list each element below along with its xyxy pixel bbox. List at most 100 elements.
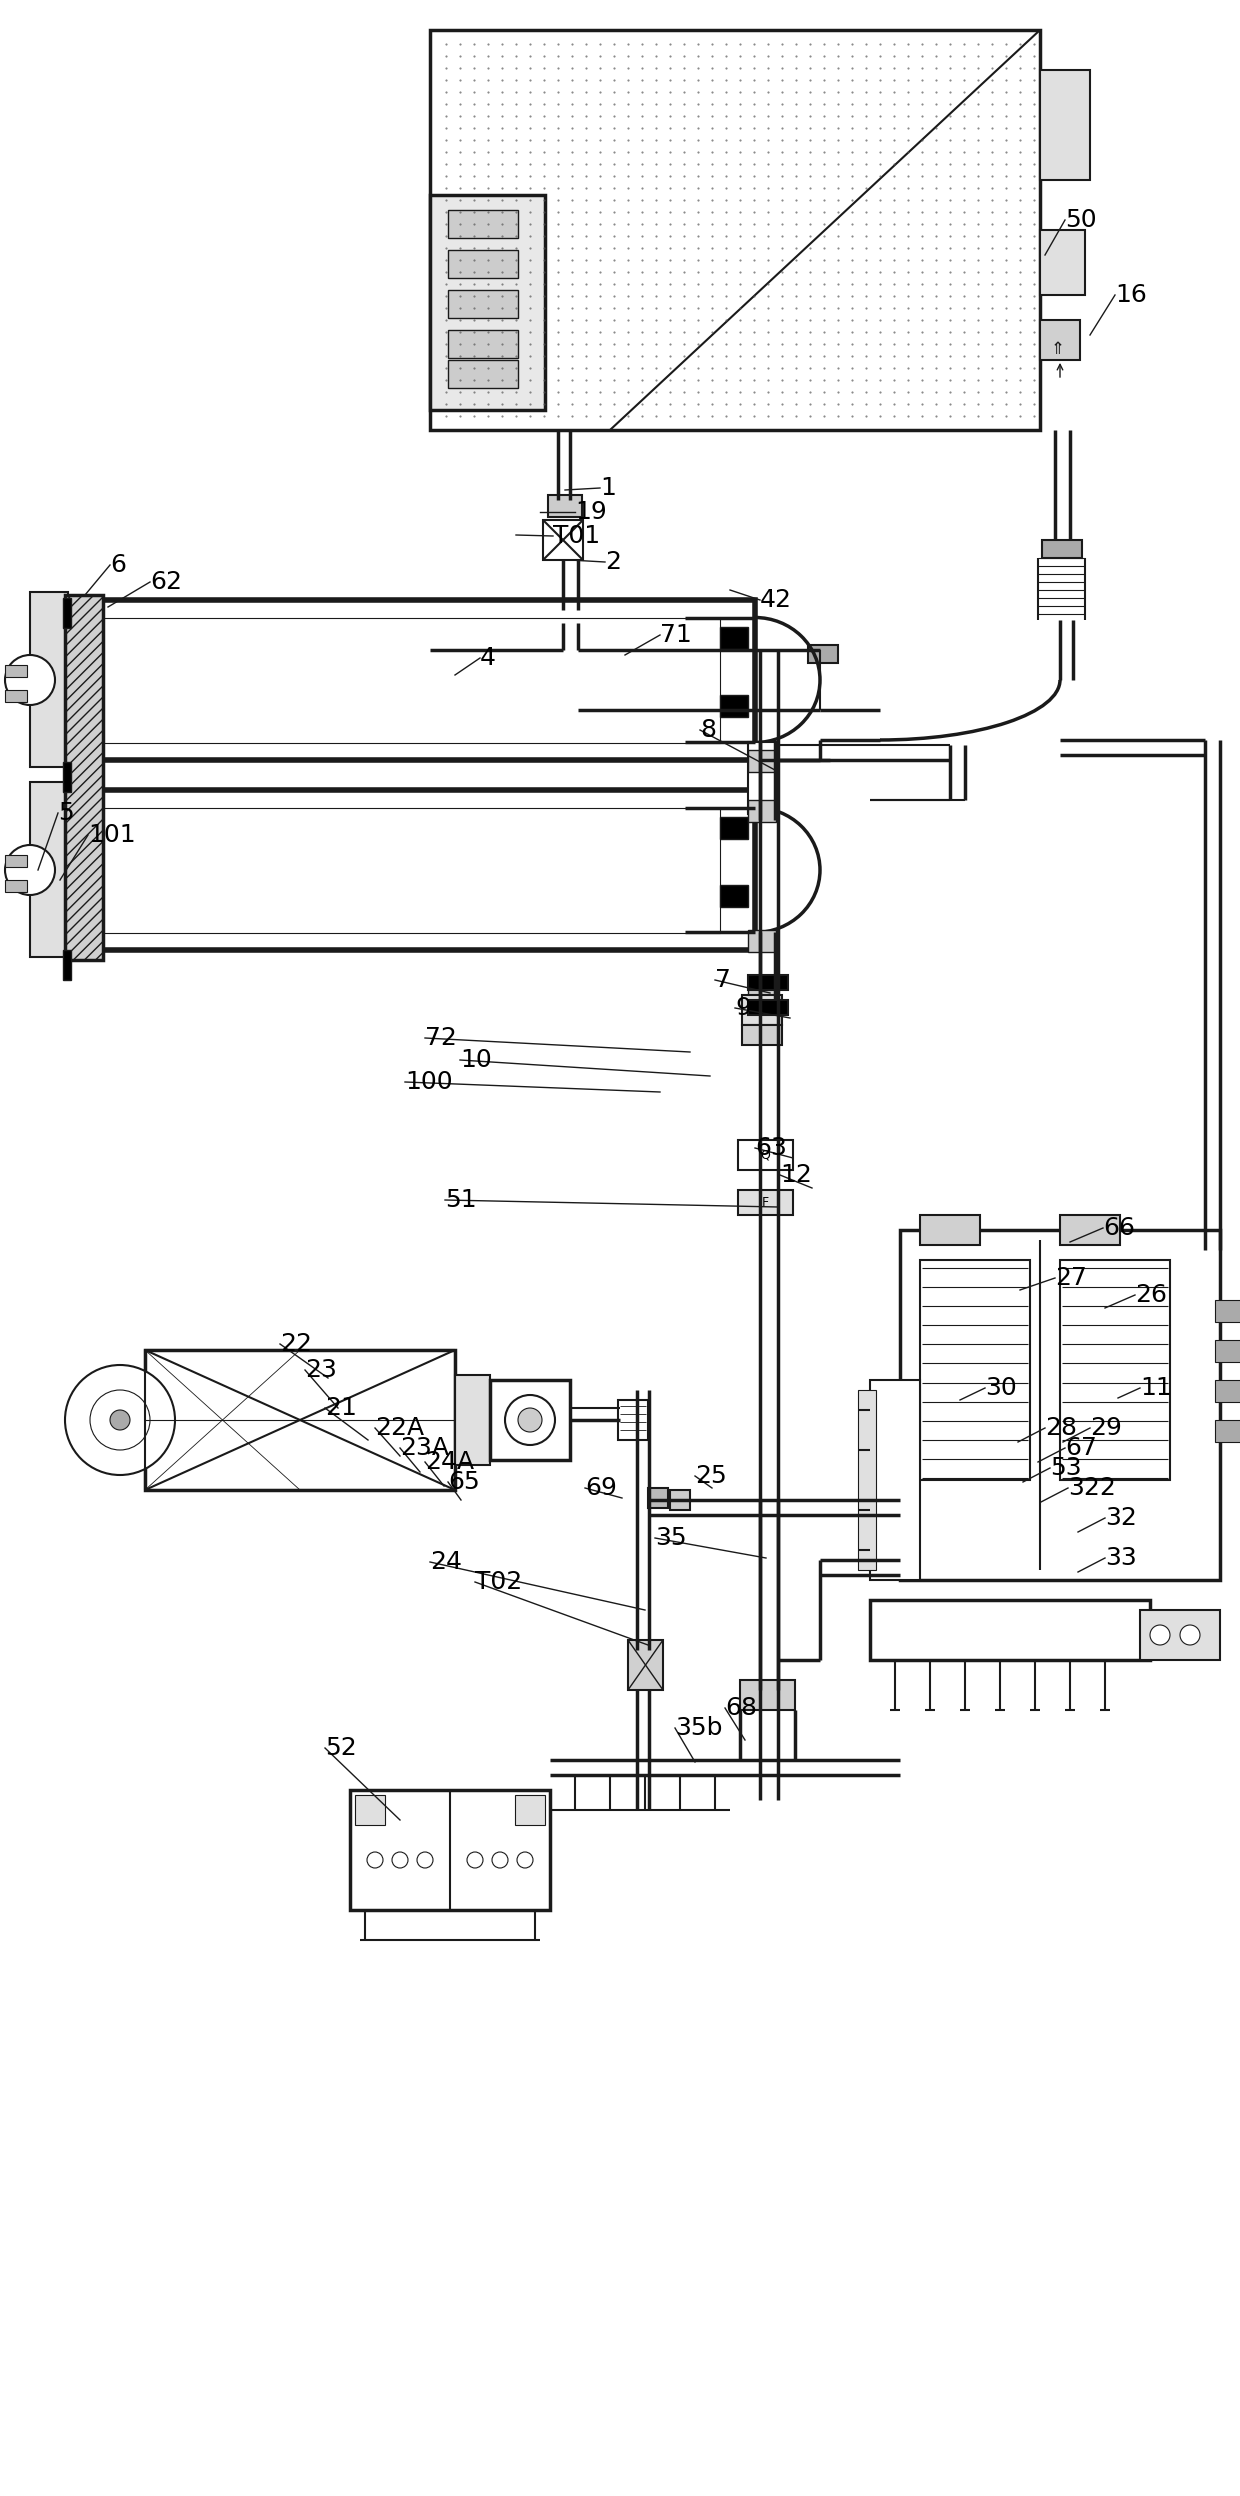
Text: 35: 35 [655,1525,687,1550]
Bar [748,741,777,811]
Bar [742,996,782,1026]
Text: 24A: 24A [425,1450,474,1475]
Bar [627,1640,663,1690]
Text: 25: 25 [694,1465,727,1488]
Text: 32: 32 [1105,1505,1137,1530]
Text: 5: 5 [58,801,73,826]
Bar [64,791,755,951]
Bar [490,1380,570,1460]
Text: 6: 6 [110,554,126,577]
Bar [5,664,27,676]
Text: 27: 27 [1055,1265,1087,1290]
Text: 28: 28 [1045,1415,1078,1440]
Text: T02: T02 [475,1570,522,1595]
Text: Q: Q [760,1148,770,1161]
Bar [30,592,68,766]
Bar [742,1026,782,1046]
Text: 68: 68 [725,1695,756,1720]
Bar [870,1600,1149,1660]
Bar [448,250,518,277]
Bar [720,694,748,716]
Text: 9: 9 [735,996,751,1021]
Text: 51: 51 [445,1188,476,1213]
Text: 22: 22 [280,1333,312,1355]
Text: 21: 21 [325,1395,357,1420]
Bar [1215,1380,1240,1403]
Bar [1040,230,1085,295]
Circle shape [91,1390,150,1450]
Circle shape [467,1852,484,1867]
Text: 35b: 35b [675,1717,723,1740]
Bar [649,1488,668,1508]
Text: 50: 50 [1065,207,1096,232]
Text: 66: 66 [1104,1216,1135,1241]
Bar [30,781,68,956]
Bar [740,1680,795,1710]
Text: 62: 62 [150,569,182,594]
Circle shape [5,654,55,704]
Text: 8: 8 [701,719,715,741]
Text: 2: 2 [605,549,621,574]
Bar [448,290,518,317]
Bar [920,1260,1030,1480]
Text: F: F [761,1196,769,1208]
Bar [455,1375,490,1465]
Text: 19: 19 [575,499,606,524]
Text: 42: 42 [760,589,792,612]
Bar [63,951,71,981]
Bar [543,519,583,559]
Bar [100,619,720,744]
Text: 29: 29 [1090,1415,1122,1440]
Bar [748,1001,787,1016]
Text: T01: T01 [553,524,600,549]
Circle shape [492,1852,508,1867]
Bar [748,809,777,814]
Text: 1: 1 [600,477,616,499]
Bar [1215,1420,1240,1443]
Bar [1040,70,1090,180]
Bar [355,1795,384,1825]
Text: 4: 4 [480,646,496,669]
Bar [618,1400,649,1440]
Bar [5,881,27,891]
Bar [145,1350,455,1490]
Bar [870,1380,920,1580]
Text: 53: 53 [1050,1455,1081,1480]
Bar [920,1216,980,1246]
Text: 23: 23 [305,1358,337,1383]
Bar [448,210,518,237]
Circle shape [1149,1625,1171,1645]
Text: 30: 30 [985,1375,1017,1400]
Text: 101: 101 [88,824,135,846]
Text: 26: 26 [1135,1283,1167,1308]
Text: 10: 10 [460,1048,492,1071]
Bar [64,594,103,961]
Bar [748,931,776,951]
Circle shape [417,1852,433,1867]
Bar [5,856,27,866]
Bar [748,976,776,996]
Text: 71: 71 [660,624,692,646]
Bar [900,1231,1220,1580]
Bar [551,604,590,624]
Bar [1060,1216,1120,1246]
Bar [720,626,748,649]
Bar [1140,1610,1220,1660]
Text: 72: 72 [425,1026,456,1051]
Bar [720,886,748,906]
Bar [515,1795,546,1825]
Text: 33: 33 [1105,1545,1137,1570]
Circle shape [517,1852,533,1867]
Text: 67: 67 [1065,1435,1097,1460]
Circle shape [367,1852,383,1867]
Bar [748,801,776,821]
Bar [1042,539,1083,559]
Bar [350,1790,551,1909]
Bar [670,1490,689,1510]
Bar [858,1390,875,1570]
Text: 322: 322 [1068,1475,1116,1500]
Bar [720,816,748,839]
Bar [748,976,787,991]
Text: 16: 16 [1115,282,1147,307]
Circle shape [505,1395,556,1445]
